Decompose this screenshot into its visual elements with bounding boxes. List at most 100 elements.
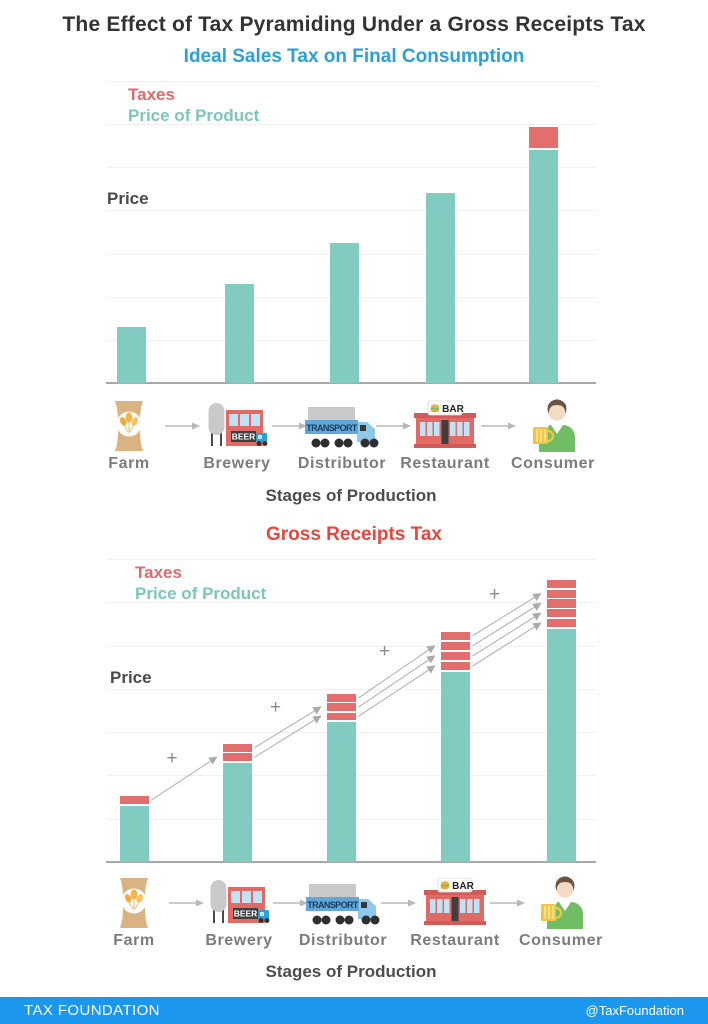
brewery-building-icon: BEER bbox=[189, 396, 285, 452]
tax-bar-segment-consumer bbox=[546, 618, 576, 628]
legend-taxes-label: Taxes bbox=[128, 85, 175, 104]
transport-truck-icon: TRANSPORT bbox=[305, 407, 379, 448]
legend-price-of-product-label: Price of Product bbox=[128, 106, 260, 125]
stage-label-distributor: Distributor bbox=[298, 932, 388, 949]
price-bar-brewery bbox=[222, 762, 252, 862]
tax-bar-segment-restaurant bbox=[440, 651, 470, 661]
x-axis-caption-top: Stages of Production bbox=[265, 486, 437, 505]
tax-bar-segment-brewery bbox=[222, 743, 252, 752]
legend-bottom-chart: Taxes Price of Product bbox=[135, 562, 266, 604]
legend-price-of-product-label: Price of Product bbox=[135, 584, 267, 603]
gridline bbox=[106, 81, 596, 82]
tax-bar-segment-consumer bbox=[546, 609, 576, 618]
brewery-building-icon: BEER bbox=[210, 880, 270, 923]
stage-flow-right-arrow-icon bbox=[165, 418, 201, 436]
gridline bbox=[106, 167, 596, 169]
stage-item-distributor: TRANSPORT Distributor bbox=[295, 873, 391, 950]
price-bar-restaurant bbox=[440, 671, 470, 862]
stage-item-farm: Farm bbox=[86, 873, 182, 950]
page-title: The Effect of Tax Pyramiding Under a Gro… bbox=[62, 13, 646, 36]
restaurant-bar-icon: BAR bbox=[424, 877, 486, 925]
stage-label-brewery: Brewery bbox=[205, 932, 273, 949]
tax-bar-segment-consumer bbox=[528, 126, 558, 149]
y-axis-label-price-top: Price bbox=[107, 189, 149, 208]
plus-sign: + bbox=[488, 583, 501, 605]
tax-flow-arrow bbox=[358, 655, 436, 708]
restaurant-bar-icon: BAR bbox=[397, 396, 493, 452]
stage-label-consumer: Consumer bbox=[511, 455, 595, 472]
tax-bar-segment-distributor bbox=[326, 703, 356, 711]
svg-text:BAR: BAR bbox=[442, 404, 464, 415]
farm-sack-icon bbox=[81, 396, 177, 452]
x-axis-line bbox=[106, 382, 596, 384]
consumer-person-icon bbox=[541, 876, 583, 929]
tax-bar-segment-consumer bbox=[546, 589, 576, 598]
gridline bbox=[106, 210, 596, 212]
brewery-building-icon: BEER bbox=[191, 873, 287, 929]
stage-flow-right-arrow-icon bbox=[381, 895, 417, 913]
stage-flow-right-arrow-icon bbox=[273, 895, 309, 913]
stage-flow-right-arrow-icon bbox=[168, 895, 205, 913]
price-bar-brewery bbox=[224, 283, 254, 383]
svg-text:TRANSPORT: TRANSPORT bbox=[306, 423, 358, 433]
stage-item-consumer: Consumer bbox=[513, 873, 609, 950]
tax-flow-arrow bbox=[358, 665, 436, 717]
stage-item-distributor: TRANSPORT Distributor bbox=[294, 396, 390, 473]
farm-sack-icon bbox=[120, 878, 148, 928]
tax-bar-segment-distributor bbox=[326, 712, 356, 721]
consumer-person-icon bbox=[513, 873, 609, 929]
transport-truck-icon: TRANSPORT bbox=[306, 884, 380, 925]
tax-bar-segment-restaurant bbox=[440, 631, 470, 641]
legend-taxes-label: Taxes bbox=[135, 563, 182, 582]
x-axis-line bbox=[106, 861, 596, 863]
brewery-building-icon: BEER bbox=[208, 403, 268, 446]
tax-bar-segment-restaurant bbox=[440, 661, 470, 671]
plus-sign: + bbox=[378, 641, 391, 662]
consumer-person-icon bbox=[533, 399, 575, 452]
tax-bar-segment-consumer bbox=[546, 599, 576, 608]
tax-flow-arrow bbox=[472, 622, 542, 667]
price-bar-farm bbox=[119, 805, 149, 862]
stage-item-consumer: Consumer bbox=[505, 396, 601, 473]
tax-bar-segment-farm bbox=[119, 795, 149, 805]
tax-bar-segment-consumer bbox=[546, 579, 576, 588]
price-bar-distributor bbox=[326, 721, 356, 862]
tax-flow-arrow bbox=[254, 715, 322, 758]
svg-text:BAR: BAR bbox=[452, 881, 474, 892]
gridline bbox=[106, 559, 596, 560]
footer-brand: TAX FOUNDATION bbox=[24, 1002, 160, 1019]
gridline bbox=[106, 124, 596, 126]
stage-item-restaurant: BAR Restaurant bbox=[407, 873, 503, 950]
stage-flow-right-arrow-icon bbox=[375, 418, 412, 436]
consumer-person-icon bbox=[505, 396, 601, 452]
farm-sack-icon bbox=[86, 873, 182, 929]
stage-label-restaurant: Restaurant bbox=[400, 455, 490, 472]
tax-flow-arrow bbox=[472, 612, 542, 657]
plus-sign: + bbox=[269, 696, 282, 718]
stage-label-farm: Farm bbox=[113, 932, 155, 949]
gridline bbox=[106, 602, 596, 604]
tax-flow-arrow bbox=[472, 602, 542, 647]
footer-twitter-handle: @TaxFoundation bbox=[585, 1003, 684, 1018]
plus-sign: + bbox=[166, 747, 178, 769]
price-bar-consumer bbox=[546, 628, 576, 862]
restaurant-bar-icon: BAR bbox=[407, 873, 503, 929]
legend-top-chart: Taxes Price of Product bbox=[128, 84, 259, 126]
stage-item-farm: Farm bbox=[81, 396, 177, 473]
transport-truck-icon: TRANSPORT bbox=[294, 396, 390, 452]
farm-sack-icon bbox=[115, 401, 143, 451]
x-axis-caption-bottom: Stages of Production bbox=[265, 962, 437, 981]
tax-bar-segment-distributor bbox=[326, 694, 356, 702]
stage-label-consumer: Consumer bbox=[519, 932, 603, 949]
svg-text:BEER: BEER bbox=[234, 909, 258, 919]
price-bar-restaurant bbox=[425, 192, 455, 383]
price-bar-distributor bbox=[329, 242, 359, 383]
transport-truck-icon: TRANSPORT bbox=[295, 873, 391, 929]
footer-bar: TAX FOUNDATION @TaxFoundation bbox=[0, 997, 708, 1024]
price-bar-consumer bbox=[528, 149, 558, 383]
price-bar-farm bbox=[116, 326, 146, 383]
stage-label-distributor: Distributor bbox=[297, 455, 387, 472]
stage-flow-right-arrow-icon bbox=[490, 895, 526, 913]
y-axis-label-price-bottom: Price bbox=[110, 668, 152, 687]
